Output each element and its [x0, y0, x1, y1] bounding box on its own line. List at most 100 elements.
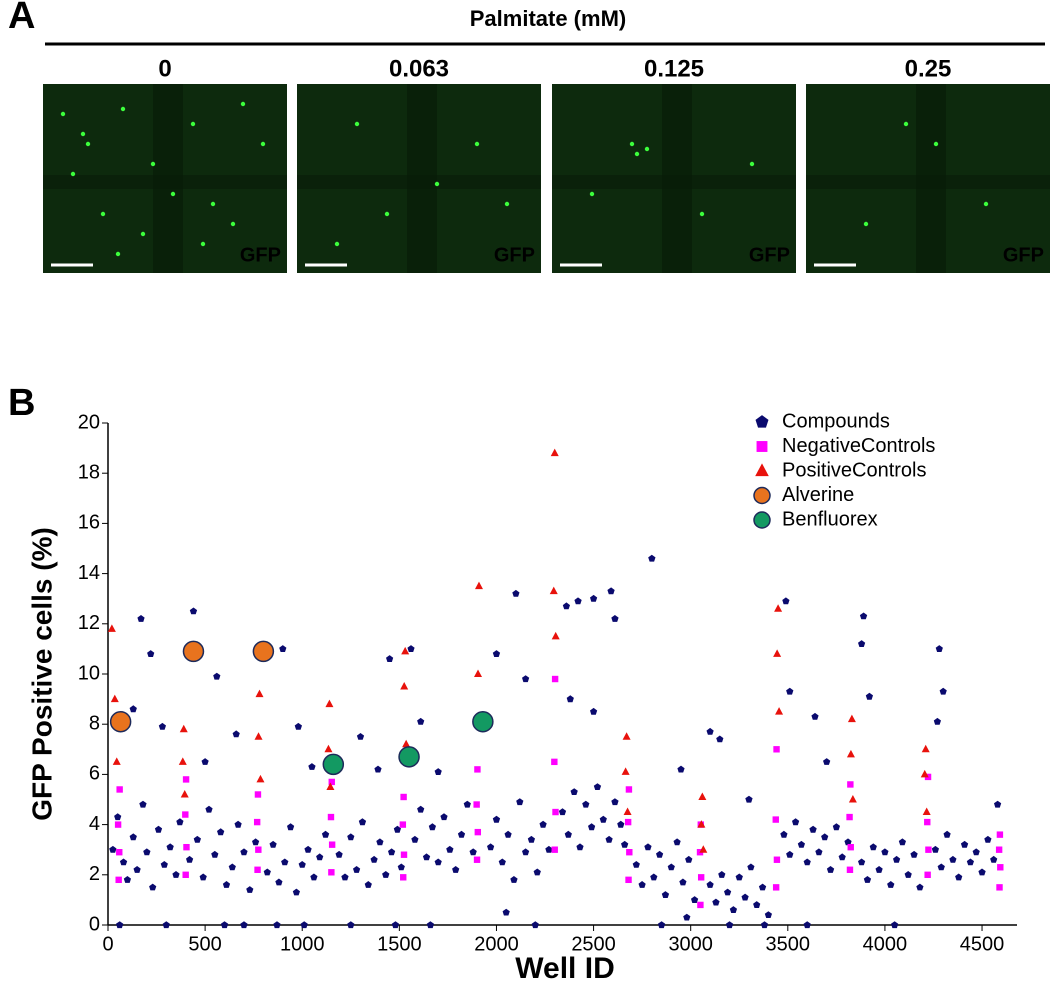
- point: [706, 727, 714, 735]
- point: [522, 675, 530, 683]
- panel-label: A: [8, 0, 35, 37]
- legend-symbol: [753, 511, 771, 529]
- point: [729, 906, 737, 913]
- point: [949, 855, 957, 863]
- point: [328, 869, 335, 876]
- point: [994, 800, 1002, 808]
- y-tick-label: 16: [78, 512, 100, 534]
- point: [234, 820, 242, 828]
- point: [735, 873, 743, 881]
- point: [772, 884, 780, 891]
- channel-label: GFP: [240, 244, 281, 266]
- point: [924, 818, 931, 826]
- point: [978, 868, 986, 876]
- point: [287, 823, 295, 831]
- point: [401, 646, 410, 655]
- point: [625, 876, 632, 884]
- point: [910, 850, 918, 858]
- point: [114, 821, 122, 828]
- legend-label: Alverine: [782, 484, 854, 506]
- point: [551, 846, 558, 853]
- point: [446, 845, 454, 853]
- point: [400, 793, 407, 801]
- point: [632, 861, 640, 868]
- point: [966, 858, 974, 866]
- point: [551, 675, 559, 683]
- point: [691, 896, 699, 903]
- point: [865, 692, 873, 700]
- x-tick-label: 4000: [863, 933, 908, 955]
- point: [149, 883, 157, 891]
- point: [298, 861, 306, 868]
- point: [201, 758, 209, 765]
- image-row: 0 GFP 0.063 GFP 0.125 GFP 0.25 GFP: [43, 55, 1050, 273]
- point: [457, 830, 466, 838]
- point: [887, 881, 895, 888]
- point: [322, 753, 345, 776]
- point: [745, 795, 753, 803]
- point: [625, 786, 633, 793]
- point: [972, 848, 980, 856]
- point: [570, 788, 578, 795]
- y-tick-label: 12: [78, 612, 100, 634]
- point: [240, 921, 248, 929]
- point: [939, 687, 947, 695]
- point: [356, 733, 365, 740]
- y-tick-label: 4: [89, 813, 100, 835]
- point: [452, 866, 460, 873]
- point: [186, 855, 194, 863]
- point: [869, 843, 877, 851]
- point: [667, 863, 675, 871]
- point: [623, 807, 632, 816]
- point: [611, 798, 619, 806]
- point: [657, 921, 666, 929]
- point: [440, 813, 448, 821]
- point: [281, 858, 289, 866]
- point: [417, 805, 425, 813]
- point: [182, 811, 189, 818]
- point: [254, 866, 261, 873]
- x-tick-label: 3000: [668, 933, 713, 955]
- point: [683, 913, 691, 921]
- point: [417, 717, 425, 725]
- point: [863, 876, 872, 883]
- point: [428, 823, 436, 831]
- point: [137, 615, 145, 622]
- point: [846, 813, 853, 821]
- point: [858, 858, 866, 866]
- point: [487, 843, 495, 851]
- point: [811, 712, 819, 720]
- panel-label: B: [8, 382, 35, 424]
- cell-spot: [115, 251, 121, 257]
- point: [931, 845, 939, 853]
- point: [922, 807, 931, 816]
- point: [996, 831, 1004, 838]
- point: [292, 888, 300, 896]
- point: [898, 838, 906, 846]
- point: [846, 866, 854, 873]
- point: [411, 835, 419, 843]
- point: [400, 874, 407, 881]
- point: [109, 710, 132, 733]
- point: [176, 818, 184, 826]
- point: [545, 845, 553, 853]
- point: [881, 848, 889, 856]
- point: [492, 815, 501, 823]
- point: [434, 858, 442, 866]
- cell-spot: [140, 231, 146, 237]
- point: [398, 746, 420, 768]
- point: [107, 624, 116, 632]
- legend-symbol: [756, 441, 768, 452]
- point: [590, 707, 598, 715]
- point: [904, 871, 912, 878]
- point: [463, 800, 471, 808]
- point: [716, 735, 724, 743]
- point: [638, 881, 646, 888]
- point: [220, 921, 229, 929]
- point: [611, 615, 619, 622]
- point: [393, 825, 401, 833]
- point: [551, 758, 558, 766]
- point: [566, 695, 574, 703]
- point: [725, 921, 734, 929]
